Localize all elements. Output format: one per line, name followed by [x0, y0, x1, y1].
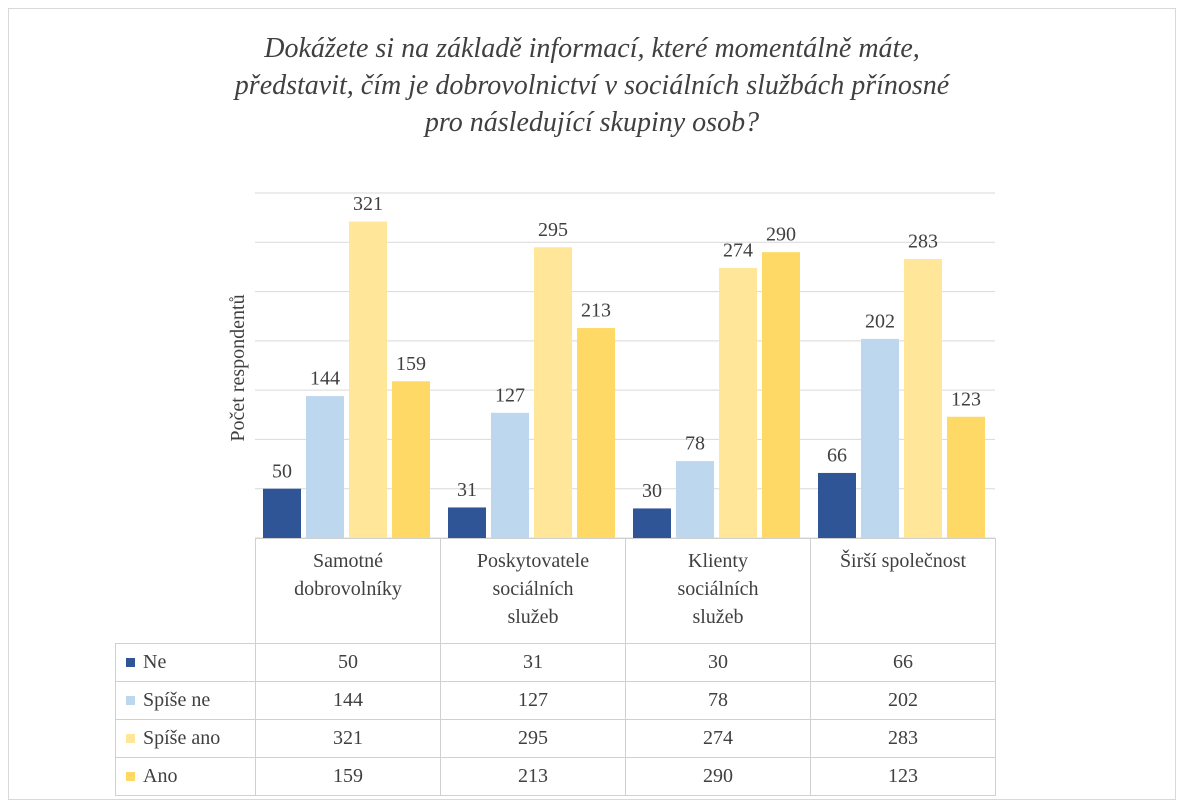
category-label: Klienty sociálních služeb [625, 538, 811, 644]
category-label: Širší společnost [810, 538, 996, 644]
table-value: 127 [440, 681, 626, 720]
value-label: 127 [495, 384, 525, 406]
bar [306, 396, 344, 538]
table-value: 283 [810, 719, 996, 758]
table-value: 295 [440, 719, 626, 758]
value-label: 295 [538, 219, 568, 241]
bar [904, 259, 942, 538]
bar [861, 338, 899, 538]
table-value: 202 [810, 681, 996, 720]
legend-swatch [126, 734, 135, 743]
bar [491, 412, 529, 538]
chart-title: Dokážete si na základě informací, které … [234, 33, 950, 138]
value-label: 30 [642, 480, 662, 502]
legend-label: Spíše ne [143, 689, 211, 711]
table-value: 50 [255, 643, 441, 682]
legend-swatch [126, 696, 135, 705]
bar [818, 472, 856, 538]
category-label: Poskytovatele sociálních služeb [440, 538, 626, 644]
table-value: 321 [255, 719, 441, 758]
legend-entry: Ne [115, 643, 256, 682]
bar [392, 381, 430, 538]
table-value: 159 [255, 757, 441, 796]
table-value: 78 [625, 681, 811, 720]
bar [633, 508, 671, 538]
value-label: 123 [951, 388, 981, 410]
table-value: 290 [625, 757, 811, 796]
table-value: 123 [810, 757, 996, 796]
table-value: 30 [625, 643, 811, 682]
bar [349, 221, 387, 539]
bar [534, 247, 572, 538]
value-label: 66 [827, 445, 847, 467]
legend-swatch [126, 772, 135, 781]
bar [947, 416, 985, 538]
legend-entry: Spíše ano [115, 719, 256, 758]
value-label: 31 [457, 479, 477, 501]
value-label: 50 [272, 460, 292, 482]
legend-entry: Ano [115, 757, 256, 796]
table-value: 213 [440, 757, 626, 796]
frame [8, 8, 1176, 800]
bar [448, 507, 486, 538]
bar [719, 267, 757, 538]
y-axis-label: Počet respondentů [227, 294, 249, 441]
value-label: 213 [581, 300, 611, 322]
table-value: 274 [625, 719, 811, 758]
category-label: Samotné dobrovolníky [255, 538, 441, 644]
legend-label: Ne [143, 651, 167, 673]
bar [263, 488, 301, 538]
table-value: 31 [440, 643, 626, 682]
value-label: 274 [723, 240, 753, 262]
value-label: 290 [766, 224, 796, 246]
value-label: 321 [353, 193, 383, 215]
table-value: 66 [810, 643, 996, 682]
value-label: 202 [865, 310, 895, 332]
legend-entry: Spíše ne [115, 681, 256, 720]
value-label: 144 [310, 368, 340, 390]
table-value: 144 [255, 681, 441, 720]
legend-label: Spíše ano [143, 727, 221, 749]
value-label: 283 [908, 231, 938, 253]
bar [676, 461, 714, 538]
value-label: 159 [396, 353, 426, 375]
legend-label: Ano [143, 765, 178, 787]
bar [577, 328, 615, 538]
value-label: 78 [685, 433, 705, 455]
legend-swatch [126, 658, 135, 667]
bar [762, 252, 800, 538]
